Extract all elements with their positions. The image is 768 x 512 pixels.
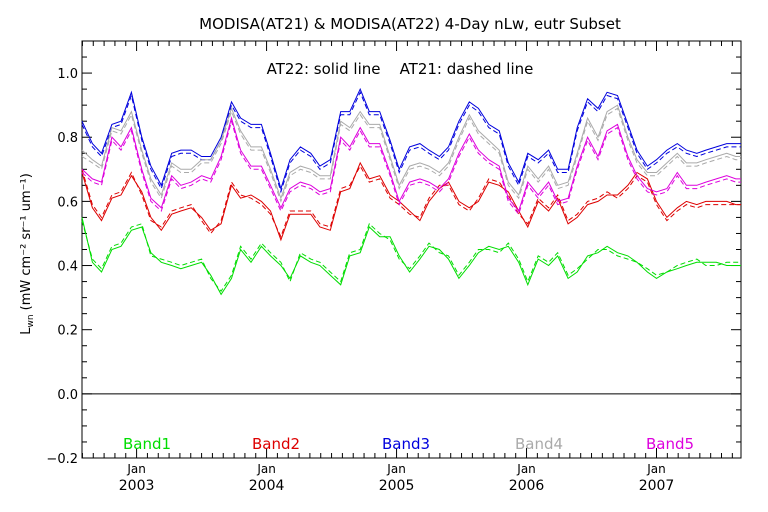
- y-axis-label: Lwn (mW cm⁻² sr⁻¹ um⁻¹): [19, 173, 36, 335]
- legend-label-band5: Band5: [646, 435, 694, 453]
- x-tick-month: Jan: [386, 462, 406, 476]
- x-tick-month: Jan: [516, 462, 536, 476]
- series-line-band4-at21: [81, 107, 741, 203]
- x-tick-month: Jan: [126, 462, 146, 476]
- y-tick-label: −0.2: [46, 452, 78, 467]
- x-tick-month: Jan: [256, 462, 276, 476]
- series-lines: [81, 87, 741, 296]
- series-line-band3-at21: [81, 91, 741, 194]
- x-tick-month: Jan: [646, 462, 666, 476]
- legend-label-band3: Band3: [382, 435, 430, 453]
- y-tick-label: 0.0: [57, 388, 78, 403]
- series-line-band2-at22: [81, 161, 741, 242]
- y-axis: −0.2 0.0 0.2 0.4 0.6 0.8 1.0: [46, 40, 741, 467]
- series-line-band5-at21: [81, 119, 741, 216]
- series-line-band1-at22: [81, 217, 741, 296]
- legend: Band1 Band2 Band3 Band4 Band5: [123, 435, 694, 453]
- x-tick-year: 2006: [509, 478, 545, 494]
- y-tick-label: 0.8: [57, 131, 78, 146]
- x-axis: Jan 2003 Jan 2004 Jan 2005 Jan 2006 Jan 2007: [81, 41, 733, 494]
- chart-title: MODISA(AT21) & MODISA(AT22) 4-Day nLw, e…: [199, 15, 621, 33]
- x-tick-year: 2007: [639, 478, 675, 494]
- y-tick-label: 0.4: [57, 260, 78, 275]
- y-axis-label-units: (mW cm⁻² sr⁻¹ um⁻¹): [19, 173, 34, 310]
- series-line-band2-at21: [81, 165, 741, 239]
- legend-label-band2: Band2: [252, 435, 300, 453]
- plot-frame: [81, 40, 742, 459]
- y-axis-label-main: L: [19, 327, 34, 335]
- chart-annotation: AT22: solid line AT21: dashed line: [267, 60, 534, 78]
- y-tick-label: 1.0: [57, 67, 78, 82]
- x-tick-year: 2003: [119, 478, 155, 494]
- x-tick-year: 2004: [249, 478, 285, 494]
- svg-text:Lwn (mW cm⁻² sr⁻¹ um⁻¹): Lwn (mW cm⁻² sr⁻¹ um⁻¹): [19, 173, 36, 335]
- series-line-band1-at21: [81, 220, 741, 293]
- y-axis-label-sub: wn: [26, 314, 36, 327]
- x-tick-year: 2005: [379, 478, 415, 494]
- y-tick-label: 0.2: [57, 324, 78, 339]
- legend-label-band1: Band1: [123, 435, 171, 453]
- legend-label-band4: Band4: [515, 435, 563, 453]
- series-line-band3-at22: [81, 87, 741, 191]
- series-line-band4-at22: [81, 104, 741, 200]
- y-tick-label: 0.6: [57, 195, 78, 210]
- series-line-band5-at22: [81, 116, 741, 213]
